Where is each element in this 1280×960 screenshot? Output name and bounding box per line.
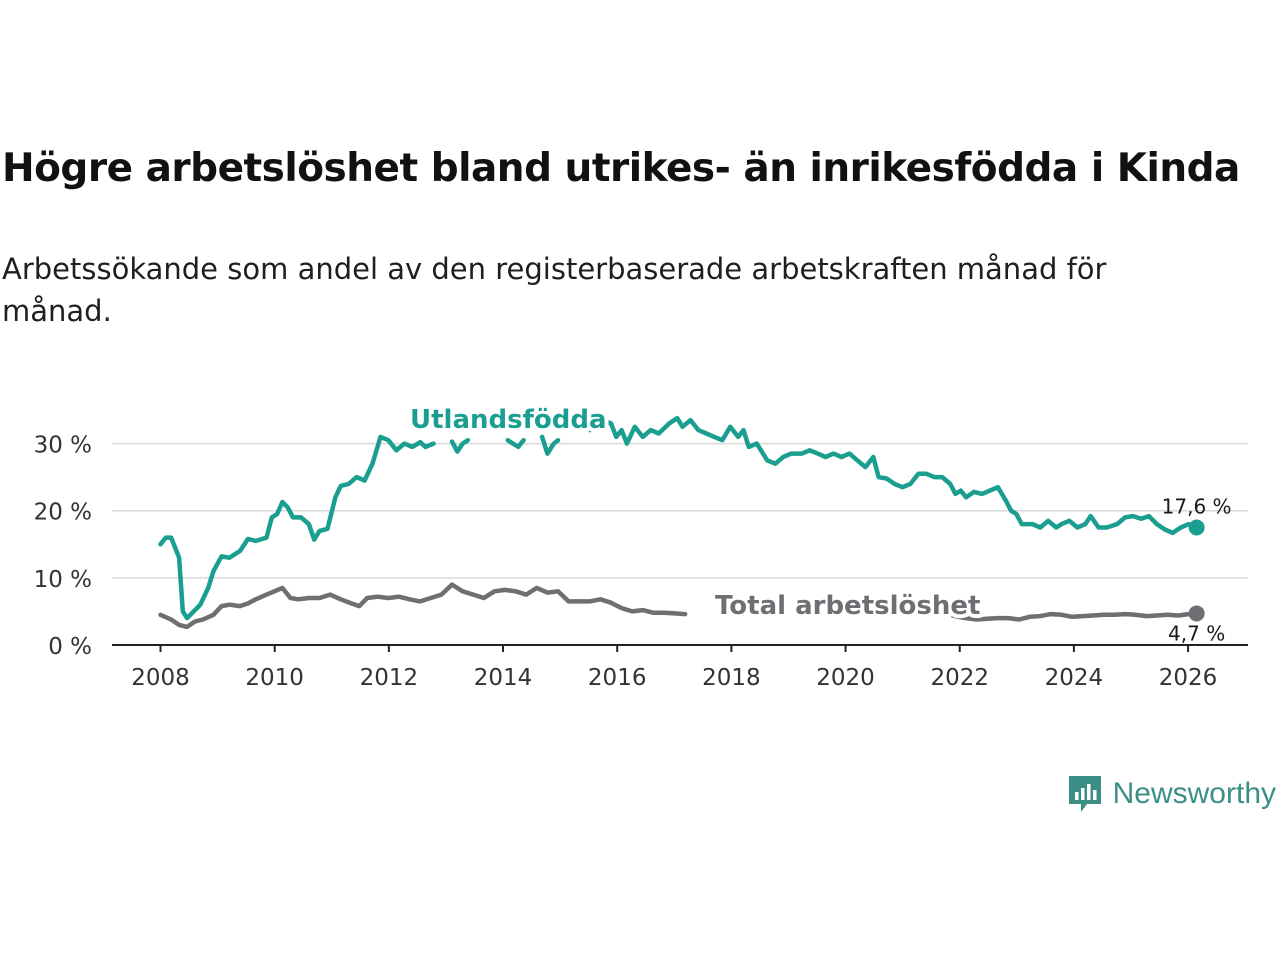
labels: 17,6 % 4,7 % Utlandsfödda Total arbetslöshe… (406, 401, 1232, 645)
line-chart: 0 % 10 % 20 % 30 % 2008 2010 2012 2014 2016 2018 2… (34, 401, 1248, 691)
x-tick-label: 2008 (131, 665, 190, 691)
x-tick-label: 2016 (588, 665, 647, 691)
series-line-total (158, 582, 688, 630)
series-label-utlandsfodda: Utlandsfödda (410, 405, 607, 435)
y-tick-label: 0 % (48, 634, 92, 660)
y-tick-label: 10 % (34, 567, 92, 593)
newsworthy-logo: Newsworthy (1067, 772, 1276, 816)
x-tick-label: 2014 (474, 665, 533, 691)
y-tick-label: 20 % (34, 500, 92, 526)
series-line-utlandsfodda-segment-3 (539, 434, 561, 456)
gridlines (112, 442, 1248, 579)
series-end-label-utlandsfodda: 17,6 % (1162, 495, 1232, 519)
y-tick-label: 30 % (34, 433, 92, 459)
brand-name: Newsworthy (1112, 777, 1276, 810)
x-tick-label: 2020 (816, 665, 875, 691)
chart-title: Högre arbetslöshet bland utrikes- än inr… (2, 146, 1240, 191)
series-line-total-segment-1 (916, 610, 1199, 622)
x-tick-label: 2026 (1159, 665, 1218, 691)
chart-subtitle: Arbetssökande som andel av den registerb… (2, 252, 1107, 328)
x-tick-label: 2010 (245, 665, 304, 691)
bar-chart-speech-bubble-icon (1068, 776, 1101, 812)
series-label-total: Total arbetslöshet (715, 591, 980, 621)
series-line-utlandsfodda-segment-4 (582, 415, 1199, 536)
series-line-utlandsfodda (158, 434, 436, 621)
series-line-utlandsfodda-segment-1 (449, 437, 471, 454)
x-tick-label: 2012 (360, 665, 419, 691)
series-end-marker-total (1188, 605, 1205, 622)
series (158, 415, 1205, 630)
series-end-marker-utlandsfodda (1188, 519, 1205, 536)
x-tick-label: 2018 (702, 665, 761, 691)
x-tick-label: 2022 (930, 665, 989, 691)
series-end-label-total: 4,7 % (1168, 621, 1225, 645)
axes: 0 % 10 % 20 % 30 % 2008 2010 2012 2014 2016 2018 2… (34, 433, 1248, 691)
series-line-utlandsfodda-segment-2 (505, 437, 526, 450)
x-tick-label: 2024 (1045, 665, 1104, 691)
